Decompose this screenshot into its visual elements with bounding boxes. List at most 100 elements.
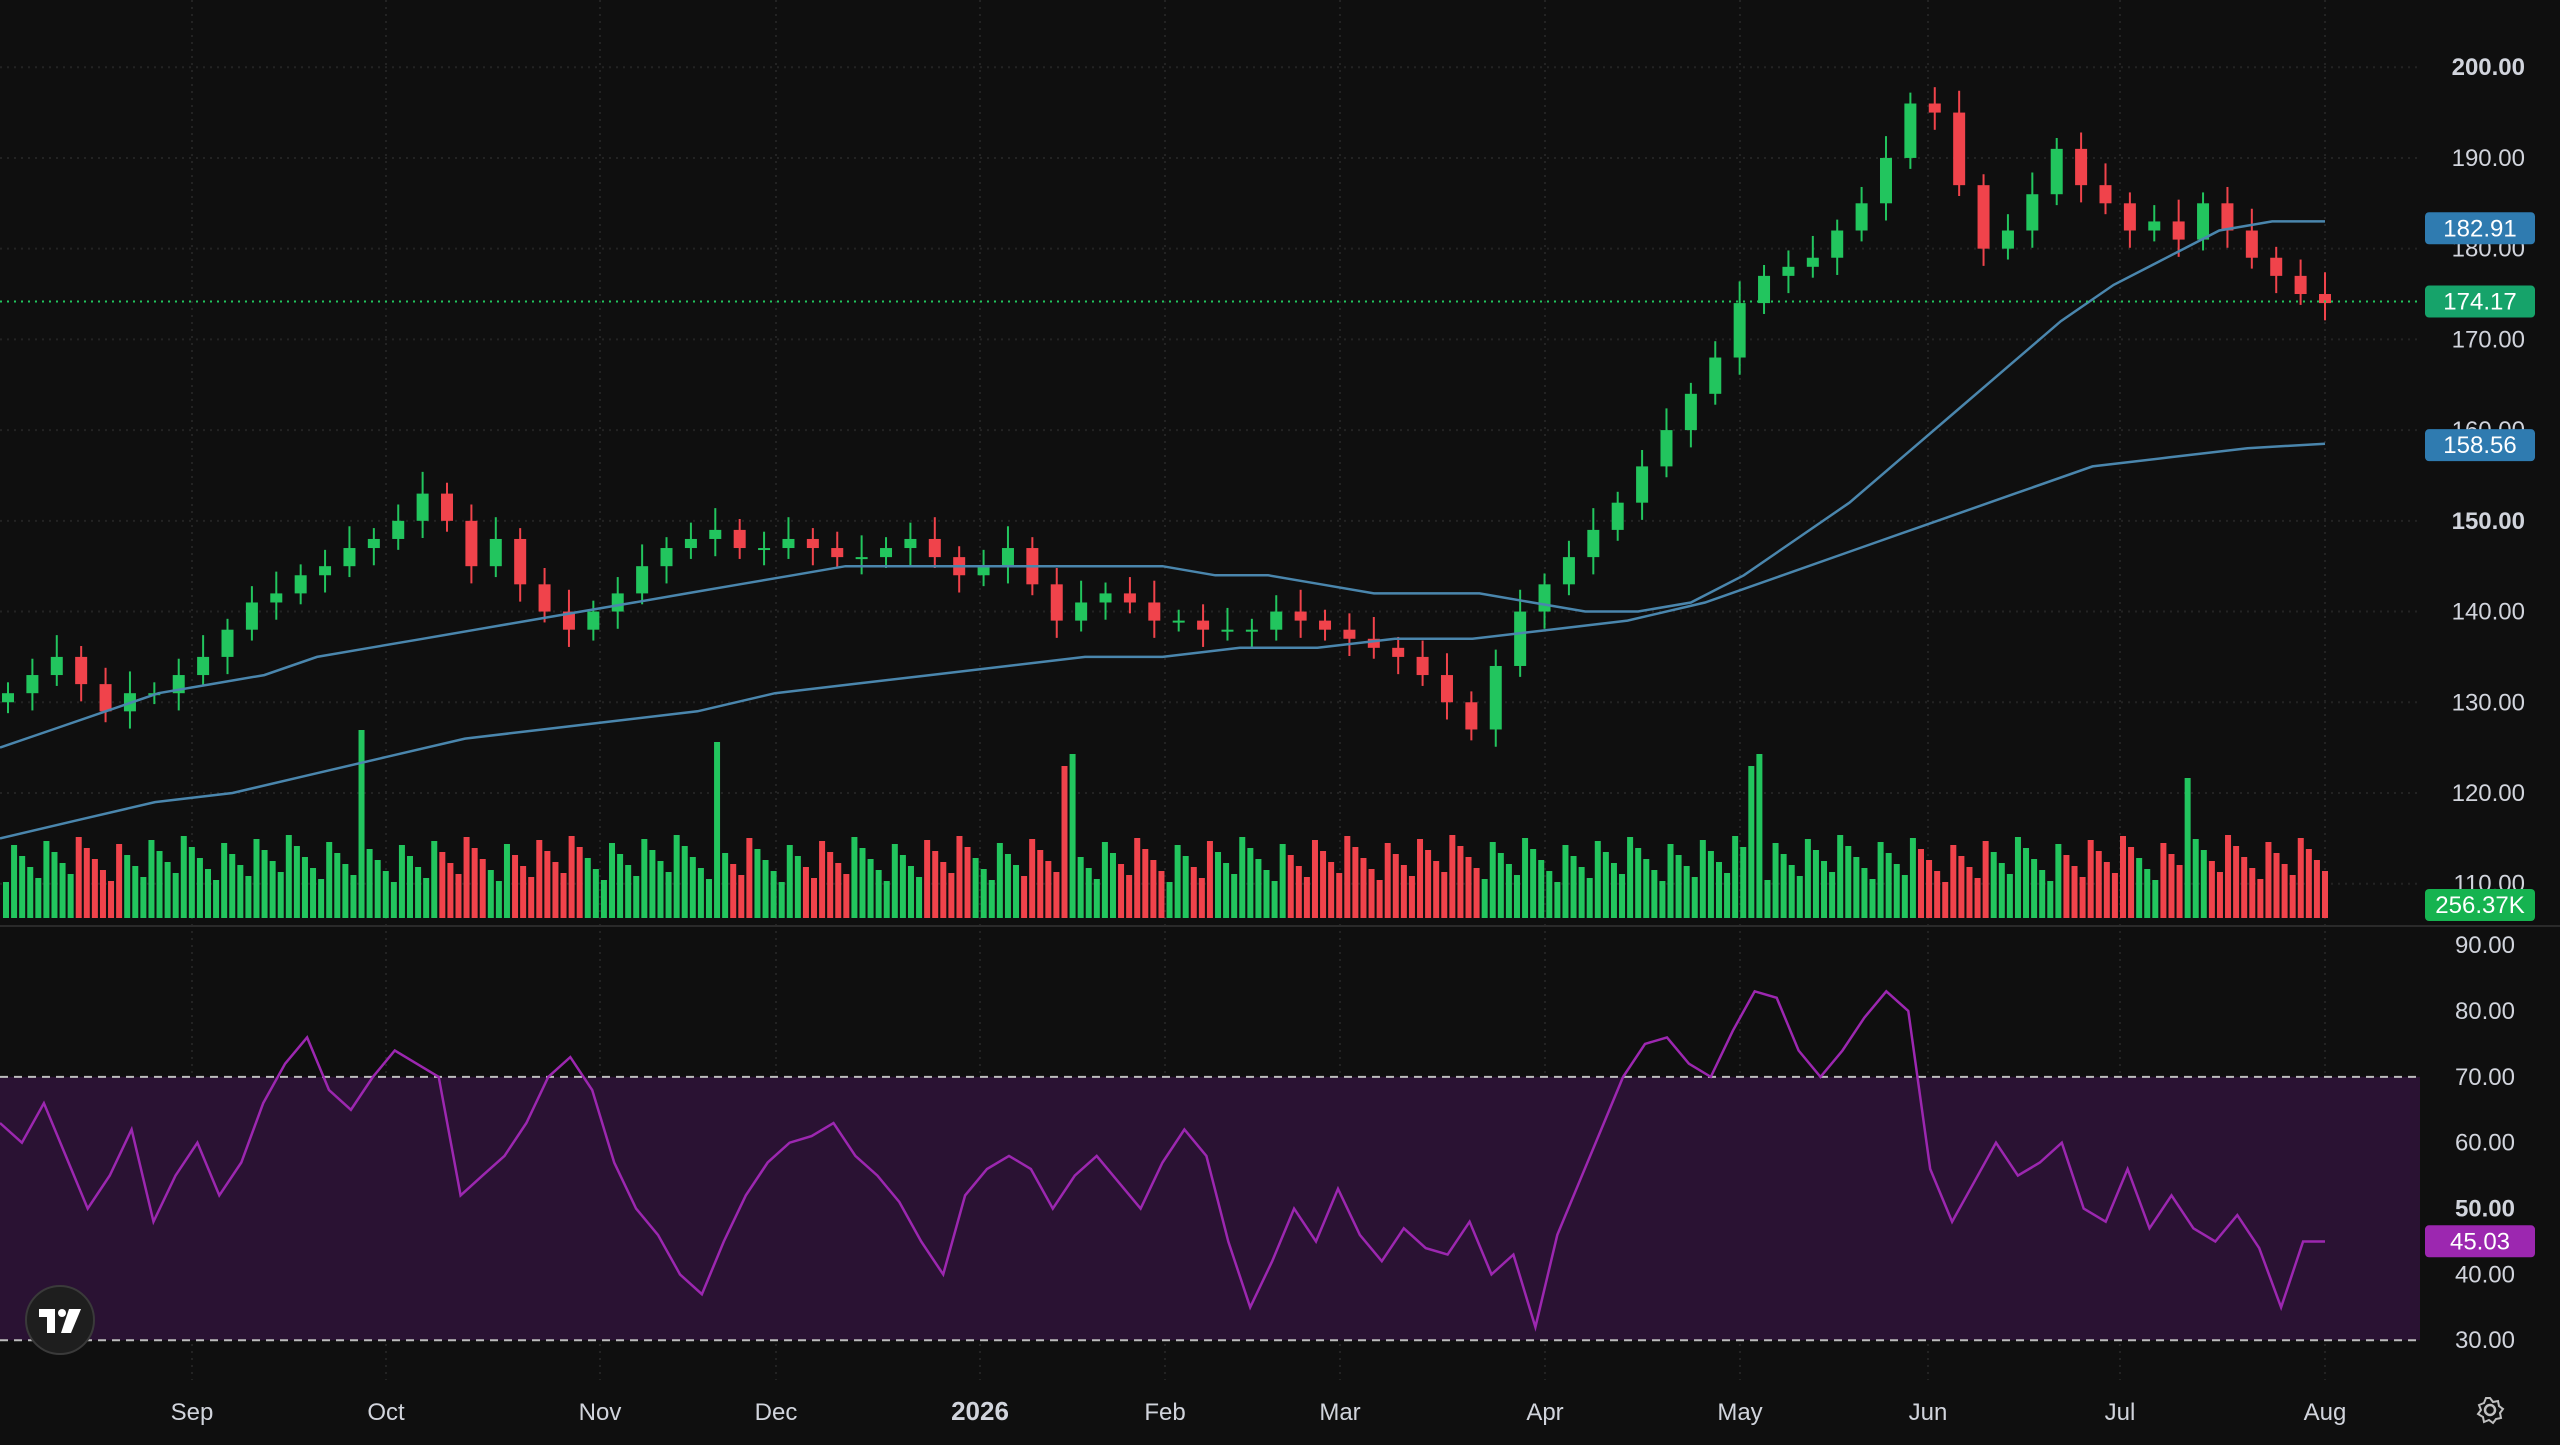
volume-bar [35, 878, 42, 918]
volume-bar [762, 860, 769, 918]
volume-bar [2152, 880, 2159, 918]
price-y-tick-label: 140.00 [2452, 599, 2525, 626]
candle-body [1319, 620, 1332, 630]
volume-bar [495, 881, 502, 918]
volume-bar [2071, 866, 2078, 918]
volume-bar [1320, 851, 1327, 918]
candle-body [319, 566, 332, 576]
volume-bar [1126, 875, 1133, 918]
volume-bar [665, 872, 672, 918]
candle-body [1001, 548, 1014, 567]
volume-bar [59, 863, 66, 918]
volume-bar [778, 882, 785, 918]
volume-bar [463, 837, 470, 918]
volume-bar [2119, 836, 2126, 918]
x-tick-label: Sep [171, 1399, 214, 1426]
volume-bar [1562, 845, 1569, 918]
volume-bar [1837, 835, 1844, 918]
volume-bar [1845, 846, 1852, 918]
volume-bar [552, 862, 559, 918]
volume-bar [1085, 868, 1092, 918]
volume-bar [423, 878, 430, 918]
volume-bar [988, 880, 995, 918]
rsi-value-label: 45.03 [2425, 1225, 2535, 1258]
volume-bar [1998, 863, 2005, 918]
volume-bar [1643, 859, 1650, 918]
candle-body [1270, 611, 1283, 630]
volume-bar [1069, 754, 1076, 918]
candle-body [660, 548, 673, 567]
volume-bar [786, 845, 793, 918]
tradingview-logo-button[interactable] [25, 1285, 95, 1355]
volume-bar [883, 881, 890, 918]
volume-bar [1021, 876, 1028, 918]
volume-bar [1586, 878, 1593, 918]
volume-bar [1651, 870, 1658, 918]
candle-body [1294, 611, 1307, 621]
volume-bar [1166, 882, 1173, 918]
volume-bar [738, 875, 745, 918]
candle-body [2294, 275, 2307, 295]
volume-bar [1522, 838, 1529, 918]
volume-bar [916, 877, 923, 918]
volume-bar [148, 840, 155, 918]
volume-bar [2184, 778, 2191, 918]
volume-bar [1037, 850, 1044, 918]
volume-bar [27, 867, 34, 918]
volume-bar [253, 839, 260, 918]
volume-bar [714, 742, 721, 918]
candle-body [904, 538, 917, 549]
candle-body [1075, 602, 1088, 621]
rsi-y-tick-label: 30.00 [2455, 1327, 2515, 1354]
volume-bar [1360, 858, 1367, 918]
candle-body [392, 520, 405, 539]
volume-bar [1408, 876, 1415, 918]
price-y-tick-label: 190.00 [2452, 145, 2525, 172]
volume-bar [1384, 843, 1391, 918]
volume-bar [1885, 853, 1892, 918]
volume-bar [2281, 864, 2288, 918]
rsi-y-tick-label: 80.00 [2455, 998, 2515, 1025]
last-price-label: 174.17 [2425, 285, 2535, 318]
volume-bar [956, 836, 963, 918]
candle-body [416, 493, 429, 521]
candle-body [1806, 257, 1819, 267]
rsi-y-tick-label: 90.00 [2455, 932, 2515, 959]
volume-bar [1352, 847, 1359, 918]
volume-bar [221, 843, 228, 918]
volume-bar [1635, 848, 1642, 918]
volume-bar [851, 837, 858, 918]
candle-body [1879, 157, 1892, 204]
volume-bar [2047, 881, 2054, 918]
volume-bar [1118, 864, 1125, 918]
rsi-value-label-text: 45.03 [2450, 1228, 2510, 1255]
chart-settings-button[interactable] [2470, 1390, 2510, 1430]
volume-bar [1804, 839, 1811, 918]
volume-bar [528, 877, 535, 918]
volume-bar [1990, 852, 1997, 918]
candle-body [221, 629, 234, 657]
volume-bar [2192, 839, 2199, 918]
candle-body [2221, 203, 2234, 231]
volume-bar [2216, 872, 2223, 918]
volume-bar [1950, 845, 1957, 918]
x-tick-label: May [1717, 1399, 1762, 1426]
volume-bar [843, 874, 850, 918]
volume-bar [1724, 873, 1731, 918]
volume-bar [1206, 841, 1213, 918]
price-y-tick-label: 130.00 [2452, 689, 2525, 716]
volume-bar [1594, 841, 1601, 918]
volume-bar [1602, 852, 1609, 918]
candle-body [1123, 593, 1136, 603]
volume-bar [1174, 845, 1181, 918]
candle-body [2245, 230, 2258, 258]
volume-bar [1368, 869, 1375, 918]
volume-bar [1707, 851, 1714, 918]
volume-bar [1764, 880, 1771, 918]
candle-body [538, 584, 551, 612]
volume-bar [301, 857, 308, 918]
volume-bar [1982, 841, 1989, 918]
x-tick-label: Feb [1144, 1399, 1185, 1426]
